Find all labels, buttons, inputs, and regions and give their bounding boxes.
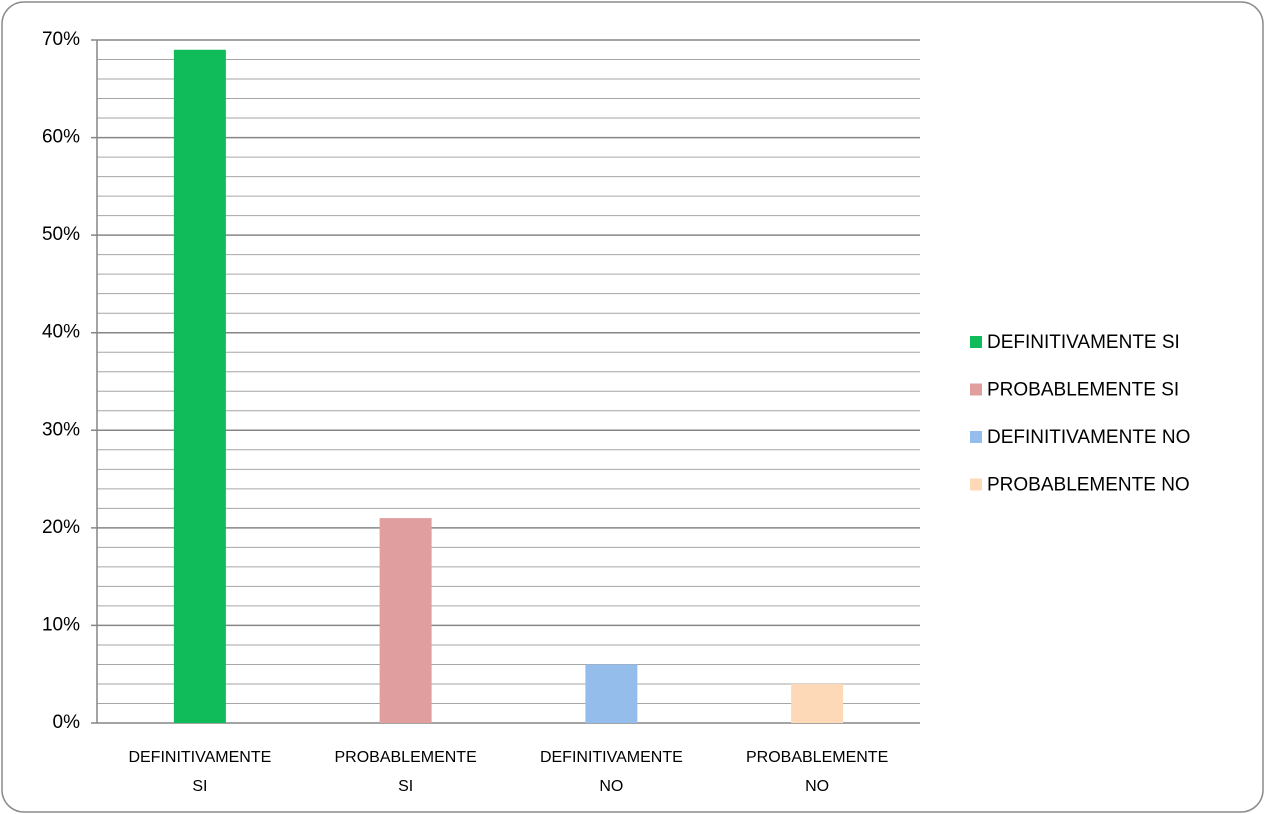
legend-label: PROBABLEMENTE SI — [987, 380, 1179, 401]
y-tick-label: 60% — [42, 127, 80, 148]
y-tick-label: 50% — [42, 224, 80, 245]
y-tick-label: 0% — [53, 712, 81, 733]
bar — [585, 664, 638, 723]
legend-swatch — [970, 336, 982, 348]
y-tick-label: 30% — [42, 419, 80, 440]
x-tick-label: DEFINITIVAMENTE SI — [128, 749, 272, 795]
legend-swatch — [970, 383, 982, 396]
y-tick-label: 40% — [42, 322, 80, 343]
x-tick-label: DEFINITIVAMENTE NO — [539, 749, 683, 795]
x-tick-label: PROBABLEMENTE NO — [745, 749, 889, 795]
legend-label: DEFINITIVAMENTE NO — [987, 427, 1190, 448]
legend-swatch — [970, 478, 982, 491]
y-tick-label: 20% — [42, 517, 80, 538]
y-tick-label: 10% — [42, 614, 80, 635]
y-tick-label: 70% — [42, 29, 80, 50]
legend-label: PROBABLEMENTE NO — [987, 475, 1190, 496]
bar — [791, 683, 844, 723]
legend-label: DEFINITIVAMENTE SI — [987, 332, 1180, 353]
x-tick-label: PROBABLEMENTE SI — [334, 749, 477, 795]
legend-swatch — [970, 431, 982, 443]
bar — [379, 518, 432, 723]
bar — [173, 49, 226, 723]
